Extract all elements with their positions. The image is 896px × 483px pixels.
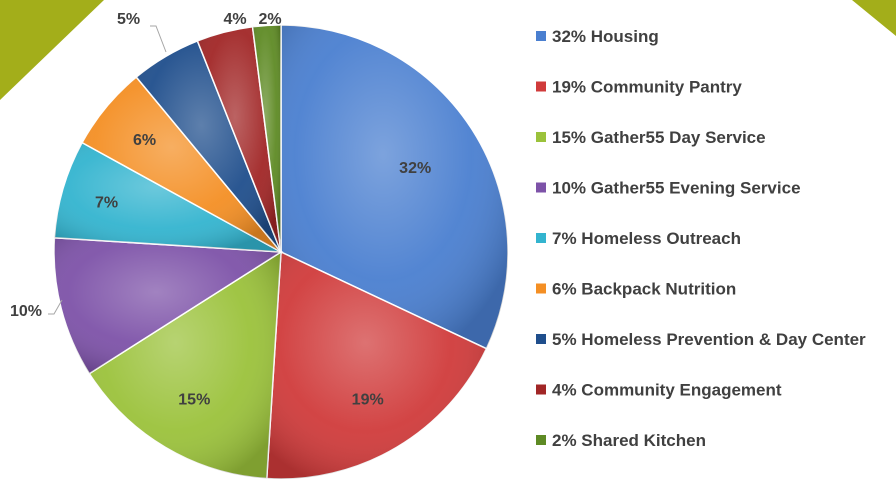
legend-label-2: 19% Community Pantry bbox=[552, 78, 742, 97]
slice-label-6: 6% bbox=[133, 132, 156, 149]
legend-label-6: 6% Backpack Nutrition bbox=[552, 280, 736, 299]
slice-label-9: 2% bbox=[258, 11, 281, 28]
legend-label-4: 10% Gather55 Evening Service bbox=[552, 179, 801, 198]
pie-slice-shading-7 bbox=[136, 40, 281, 252]
legend-swatch-4 bbox=[536, 182, 546, 193]
slice-label-8: 4% bbox=[223, 11, 246, 28]
legend-swatch-5 bbox=[536, 233, 546, 243]
pie-slice-shading-4 bbox=[54, 237, 282, 374]
pie-slice-shading-9 bbox=[252, 25, 281, 252]
legend-swatch-8 bbox=[536, 384, 546, 395]
pie-slice-shading-5 bbox=[54, 142, 282, 252]
legend-swatch-2 bbox=[536, 81, 546, 92]
slice-label-5: 7% bbox=[95, 194, 118, 211]
legend-swatch-9 bbox=[536, 435, 546, 445]
legend-label-1: 32% Housing bbox=[552, 27, 659, 46]
pie-slice-shading-2 bbox=[266, 252, 487, 479]
legend-label-8: 4% Community Engagement bbox=[552, 381, 782, 400]
slice-label-3: 15% bbox=[178, 392, 210, 409]
legend-label-3: 15% Gather55 Day Service bbox=[552, 128, 766, 147]
legend-label-5: 7% Homeless Outreach bbox=[552, 229, 741, 248]
pie-slice-shading-6 bbox=[82, 77, 281, 252]
legend-swatch-3 bbox=[536, 132, 546, 142]
corner-accent-top-left bbox=[0, 0, 104, 100]
slice-labels: 32% 19% 15% 10% 7% 6% 5% 4% 2% bbox=[10, 11, 431, 409]
pie-slice-shading-1 bbox=[281, 24, 509, 349]
legend-label-7: 5% Homeless Prevention & Day Center bbox=[552, 330, 866, 349]
pie-chart bbox=[53, 24, 509, 480]
slice-label-2: 19% bbox=[352, 392, 384, 409]
slice-label-4: 10% bbox=[10, 303, 42, 320]
pie-slice-shading-3 bbox=[89, 252, 281, 479]
corner-accent-top-right bbox=[852, 0, 896, 36]
slice-label-1: 32% bbox=[399, 160, 431, 177]
legend-swatch-7 bbox=[536, 334, 546, 344]
leader-line-7 bbox=[150, 25, 167, 53]
pie-slice-shading-8 bbox=[197, 26, 281, 252]
legend-swatch-1 bbox=[536, 31, 546, 41]
legend-label-9: 2% Shared Kitchen bbox=[552, 431, 706, 450]
leader-line-4 bbox=[48, 299, 63, 315]
legend: 32% Housing 19% Community Pantry 15% Gathe… bbox=[536, 27, 866, 450]
slice-label-7: 5% bbox=[117, 11, 140, 28]
legend-swatch-6 bbox=[536, 283, 546, 294]
